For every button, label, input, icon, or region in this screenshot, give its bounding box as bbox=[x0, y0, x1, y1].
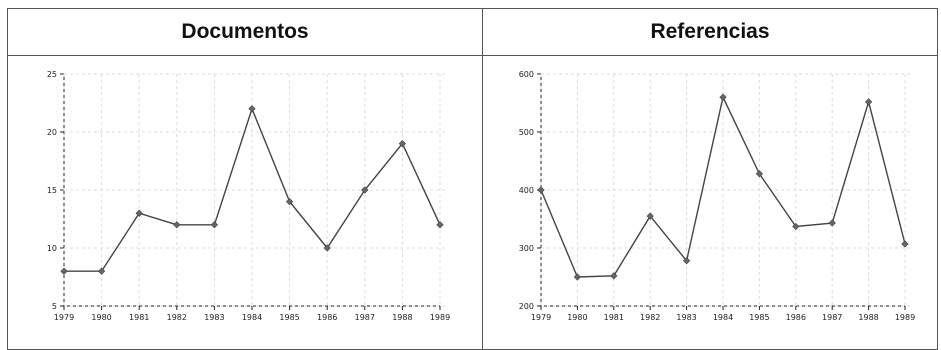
referencias-x-tick-label: 1979 bbox=[531, 313, 551, 322]
referencias-x-tick-label: 1983 bbox=[676, 313, 696, 322]
referencias-y-tick-label: 300 bbox=[519, 244, 534, 253]
documentos-data-point bbox=[249, 106, 255, 112]
referencias-x-tick-label: 1986 bbox=[786, 313, 806, 322]
documentos-x-tick-label: 1981 bbox=[129, 313, 149, 322]
documentos-x-tick-label: 1983 bbox=[204, 313, 224, 322]
documentos-x-tick-label: 1980 bbox=[91, 313, 111, 322]
referencias-data-point bbox=[865, 99, 871, 105]
referencias-data-point bbox=[720, 94, 726, 100]
referencias-y-tick-label: 400 bbox=[519, 186, 534, 195]
referencias-data-point bbox=[611, 273, 617, 279]
referencias-x-tick-label: 1980 bbox=[567, 313, 587, 322]
referencias-x-tick-label: 1988 bbox=[858, 313, 878, 322]
referencias-y-tick-label: 500 bbox=[519, 128, 534, 137]
documentos-x-tick-label: 1988 bbox=[392, 313, 412, 322]
chart-cell-referencias: 200 300 400 500 600 1979 1980 1981 1982 1983 1984 1… bbox=[483, 56, 938, 350]
documentos-x-tick-label: 1982 bbox=[167, 313, 187, 322]
documentos-data-point bbox=[437, 222, 443, 228]
referencias-x-tick-label: 1989 bbox=[895, 313, 915, 322]
documentos-y-tick-label: 5 bbox=[52, 302, 57, 311]
referencias-y-tick-label: 200 bbox=[519, 302, 534, 311]
referencias-y-tick-label: 600 bbox=[519, 70, 534, 79]
referencias-data-point bbox=[574, 274, 580, 280]
referencias-data-point bbox=[538, 187, 544, 193]
documentos-data-point bbox=[211, 222, 217, 228]
chart-referencias: 200 300 400 500 600 1979 1980 1981 1982 1983 1984 1… bbox=[483, 56, 937, 344]
documentos-x-tick-label: 1979 bbox=[54, 313, 74, 322]
referencias-data-point bbox=[829, 220, 835, 226]
referencias-data-point bbox=[902, 241, 908, 247]
referencias-x-tick-label: 1984 bbox=[713, 313, 733, 322]
referencias-x-tick-label: 1982 bbox=[640, 313, 660, 322]
documentos-x-tick-label: 1989 bbox=[430, 313, 450, 322]
referencias-x-tick-label: 1981 bbox=[604, 313, 624, 322]
documentos-data-point bbox=[61, 268, 67, 274]
panel-table: Documentos Referencias 5 10 15 20 25 1979 1980… bbox=[7, 8, 938, 350]
panel-title-documentos: Documentos bbox=[8, 9, 483, 56]
documentos-x-tick-label: 1986 bbox=[317, 313, 337, 322]
chart-cell-documentos: 5 10 15 20 25 1979 1980 1981 1982 1983 1984 1985 198… bbox=[8, 56, 483, 350]
documentos-y-tick-label: 25 bbox=[47, 70, 57, 79]
chart-documentos: 5 10 15 20 25 1979 1980 1981 1982 1983 1984 1985 198… bbox=[8, 56, 482, 344]
documentos-data-point bbox=[174, 222, 180, 228]
referencias-x-tick-label: 1985 bbox=[749, 313, 769, 322]
panel-title-referencias: Referencias bbox=[483, 9, 938, 56]
documentos-y-tick-label: 10 bbox=[47, 244, 57, 253]
documentos-y-tick-label: 20 bbox=[47, 128, 57, 137]
documentos-x-tick-label: 1987 bbox=[355, 313, 375, 322]
documentos-y-tick-label: 15 bbox=[47, 186, 57, 195]
referencias-x-tick-label: 1987 bbox=[822, 313, 842, 322]
documentos-x-tick-label: 1985 bbox=[279, 313, 299, 322]
documentos-x-tick-label: 1984 bbox=[242, 313, 262, 322]
